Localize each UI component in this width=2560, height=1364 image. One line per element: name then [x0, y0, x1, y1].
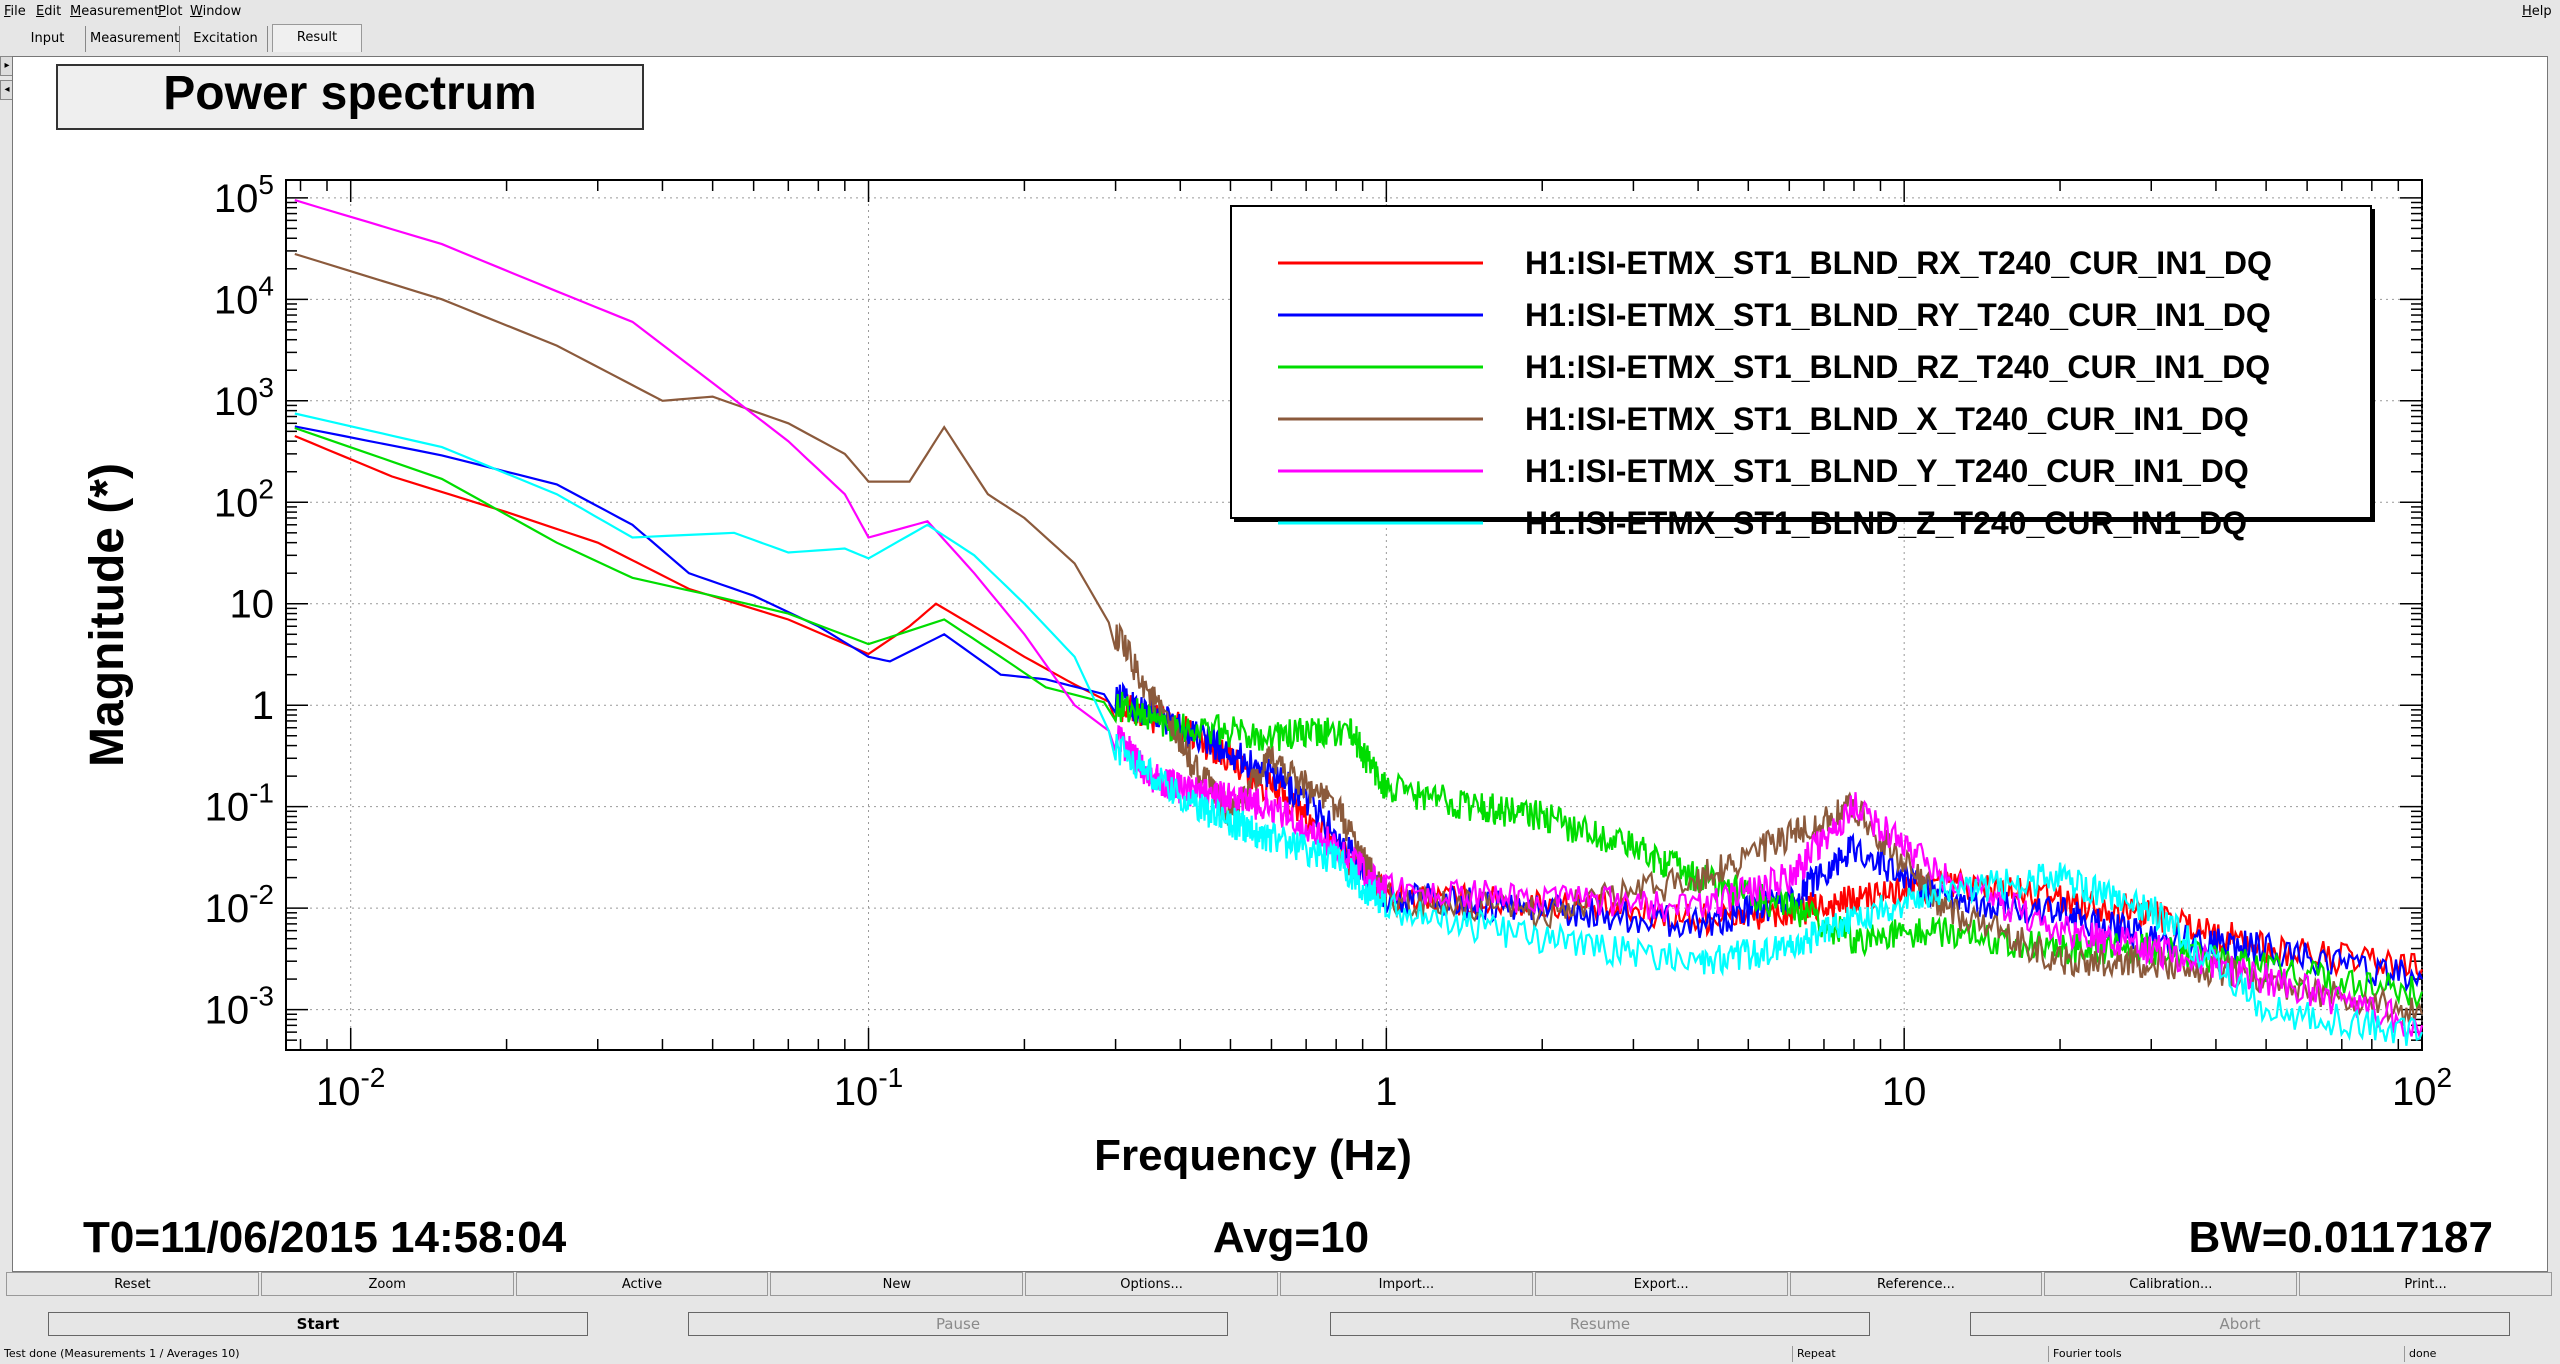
abort-button[interactable]: Abort: [1970, 1312, 2510, 1336]
menu-measurement[interactable]: Measurement: [70, 4, 160, 19]
legend-label: H1:ISI-ETMX_ST1_BLND_RX_T240_CUR_IN1_DQ: [1525, 245, 2272, 281]
tab-excitation[interactable]: Excitation: [184, 26, 268, 52]
toolbar-reference-button[interactable]: Reference...: [1789, 1272, 2043, 1296]
x-tick-label: 1: [1375, 1070, 1397, 1114]
plot-title: Power spectrum: [163, 67, 536, 120]
x-tick-label: 10: [1882, 1070, 1927, 1114]
tab-result[interactable]: Result: [272, 24, 362, 52]
status-fourier: Fourier tools: [2048, 1346, 2402, 1362]
toolbar-options-button[interactable]: Options...: [1025, 1272, 1278, 1296]
status-bar: Test done (Measurements 1 / Averages 10)…: [0, 1344, 2560, 1364]
y-tick-label: 10-2: [205, 879, 274, 931]
toolbar-print-button[interactable]: Print...: [2299, 1272, 2552, 1296]
legend-label: H1:ISI-ETMX_ST1_BLND_Z_T240_CUR_IN1_DQ: [1525, 505, 2247, 541]
y-tick-label: 105: [214, 169, 274, 221]
y-tick-label: 10: [230, 583, 275, 627]
legend-shadow-side: [2371, 209, 2375, 522]
series-line: [294, 199, 2424, 1041]
toolbar-calibration-button[interactable]: Calibration...: [2044, 1272, 2298, 1296]
menu-plot[interactable]: Plot: [158, 4, 183, 19]
legend-label: H1:ISI-ETMX_ST1_BLND_X_T240_CUR_IN1_DQ: [1525, 401, 2249, 437]
y-tick-label: 1: [252, 684, 274, 728]
y-tick-label: 102: [214, 473, 274, 525]
footer-avg: Avg=10: [1213, 1213, 1369, 1262]
y-tick-label: 103: [214, 372, 274, 424]
toolbar-import-button[interactable]: Import...: [1280, 1272, 1533, 1296]
legend-label: H1:ISI-ETMX_ST1_BLND_RZ_T240_CUR_IN1_DQ: [1525, 349, 2270, 385]
plot-canvas[interactable]: Power spectrum 105 104 103 102 10 1 10-1 10-2 10…: [12, 56, 2548, 1272]
footer-t0: T0=11/06/2015 14:58:04: [83, 1213, 567, 1262]
power-spectrum-plot[interactable]: Power spectrum 10510410310210110-110-210…: [13, 57, 2549, 1273]
y-tick-label: 10-3: [205, 981, 274, 1033]
series-line: [294, 412, 2424, 1046]
toolbar-active-button[interactable]: Active: [515, 1272, 769, 1296]
tab-input[interactable]: Input: [10, 26, 86, 52]
pause-button[interactable]: Pause: [688, 1312, 1228, 1336]
footer-bw: BW=0.0117187: [2188, 1213, 2493, 1262]
menu-file[interactable]: File: [4, 4, 26, 19]
menu-bar: File Edit Measurement Plot Window Help: [0, 0, 2560, 22]
menu-help[interactable]: Help: [2522, 4, 2552, 19]
x-tick-labels: 10-2 10-1 1 10 102: [316, 1062, 2452, 1114]
x-tick-label: 10-1: [834, 1062, 903, 1114]
status-repeat: Repeat: [1792, 1346, 2046, 1362]
legend-label: H1:ISI-ETMX_ST1_BLND_RY_T240_CUR_IN1_DQ: [1525, 297, 2271, 333]
tab-measurement[interactable]: Measurement: [90, 26, 180, 52]
measurement-control-bar: Start Pause Resume Abort: [0, 1308, 2560, 1342]
y-axis-label: Magnitude (*): [81, 463, 134, 767]
axis-ticks: [286, 180, 2423, 1051]
x-tick-label: 102: [2392, 1062, 2452, 1114]
x-axis-label: Frequency (Hz): [1094, 1131, 1412, 1180]
y-tick-label: 10-1: [205, 778, 274, 830]
legend-box: [1230, 205, 2372, 519]
toolbar-zoom-button[interactable]: Zoom: [260, 1272, 514, 1296]
toolbar-export-button[interactable]: Export...: [1534, 1272, 1788, 1296]
status-state: done: [2404, 1346, 2554, 1362]
menu-edit[interactable]: Edit: [36, 4, 62, 19]
resume-button[interactable]: Resume: [1330, 1312, 1870, 1336]
y-tick-label: 104: [214, 270, 274, 322]
legend[interactable]: H1:ISI-ETMX_ST1_BLND_RX_T240_CUR_IN1_DQ H…: [1230, 205, 2375, 541]
x-tick-label: 10-2: [316, 1062, 385, 1114]
legend-label: H1:ISI-ETMX_ST1_BLND_Y_T240_CUR_IN1_DQ: [1525, 453, 2249, 489]
tab-bar: Input Measurement Excitation Result: [0, 24, 2560, 54]
title-box: [56, 64, 644, 130]
series-layer: [294, 199, 2424, 1046]
toolbar-new-button[interactable]: New: [770, 1272, 1024, 1296]
toolbar-reset-button[interactable]: Reset: [6, 1272, 259, 1296]
start-button[interactable]: Start: [48, 1312, 588, 1336]
legend-shadow: [1234, 518, 2374, 522]
plot-toolbar: Reset Zoom Active New Options... Import... Exp…: [6, 1272, 2554, 1298]
status-message: Test done (Measurements 1 / Averages 10): [4, 1347, 240, 1360]
menu-window[interactable]: Window: [190, 4, 242, 19]
